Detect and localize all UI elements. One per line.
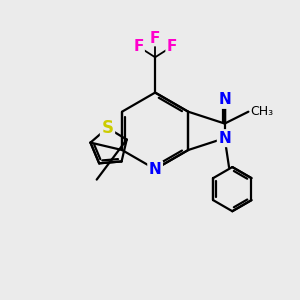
Text: N: N (218, 131, 231, 146)
Text: CH₃: CH₃ (250, 105, 273, 118)
Text: F: F (166, 39, 176, 54)
Text: S: S (101, 119, 113, 137)
Text: N: N (149, 162, 161, 177)
Text: F: F (150, 31, 160, 46)
Text: N: N (218, 92, 231, 107)
Text: F: F (134, 39, 144, 54)
